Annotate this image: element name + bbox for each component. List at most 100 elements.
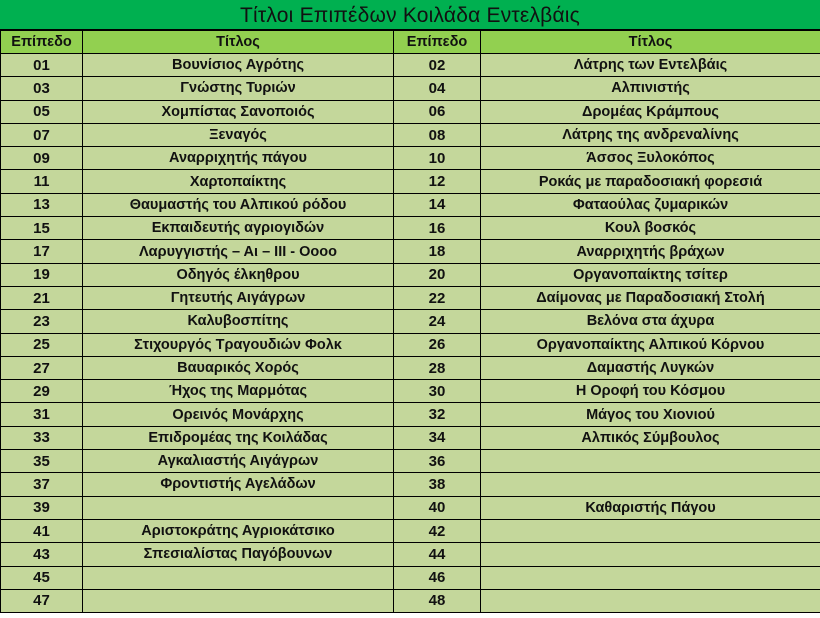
title-cell[interactable]: Επιδρομέας της Κοιλάδας [82, 425, 394, 451]
level-cell[interactable]: 47 [0, 588, 83, 614]
level-cell[interactable]: 14 [393, 192, 481, 218]
title-cell[interactable]: Οργανοπαίκτης Αλπικού Κόρνου [480, 332, 820, 357]
level-cell[interactable]: 41 [0, 518, 83, 544]
title-cell[interactable]: Χαρτοπαίκτης [82, 169, 394, 194]
level-cell[interactable]: 19 [0, 262, 83, 287]
title-cell[interactable]: Ροκάς με παραδοσιακή φορεσιά [480, 169, 820, 194]
title-cell[interactable]: Μάγος του Χιονιού [480, 402, 820, 427]
title-cell[interactable]: Δαμαστής Λυγκών [480, 355, 820, 381]
level-cell[interactable]: 40 [393, 495, 481, 520]
level-cell[interactable]: 07 [0, 122, 83, 148]
level-cell[interactable]: 30 [393, 379, 481, 404]
title-cell[interactable]: Φροντιστής Αγελάδων [82, 472, 394, 497]
level-cell[interactable]: 10 [393, 146, 481, 171]
level-cell[interactable]: 29 [0, 379, 83, 404]
level-cell[interactable]: 13 [0, 192, 83, 218]
level-cell[interactable]: 02 [393, 52, 481, 78]
title-cell[interactable]: Θαυμαστής του Αλπικού ρόδου [82, 192, 394, 218]
title-cell[interactable]: Χομπίστας Σανοποιός [82, 99, 394, 124]
title-cell[interactable] [480, 588, 820, 614]
title-cell[interactable]: Αναρριχητής πάγου [82, 146, 394, 171]
title-cell[interactable]: Φαταούλας ζυμαρικών [480, 192, 820, 218]
level-cell[interactable]: 04 [393, 76, 481, 101]
title-cell[interactable] [480, 565, 820, 590]
header-level-left[interactable]: Επίπεδο [0, 30, 83, 54]
level-cell[interactable]: 28 [393, 355, 481, 381]
level-cell[interactable]: 18 [393, 239, 481, 264]
title-cell[interactable]: Αριστοκράτης Αγριοκάτσικο [82, 518, 394, 544]
level-cell[interactable]: 01 [0, 52, 83, 78]
title-cell[interactable]: Καθαριστής Πάγου [480, 495, 820, 520]
title-cell[interactable]: Αλπικός Σύμβουλος [480, 425, 820, 451]
level-cell[interactable]: 16 [393, 216, 481, 241]
title-cell[interactable]: Ξεναγός [82, 122, 394, 148]
level-cell[interactable]: 17 [0, 239, 83, 264]
header-title-right[interactable]: Τίτλος [480, 30, 820, 54]
title-cell[interactable] [82, 588, 394, 614]
title-cell[interactable]: Λαρυγγιστής – Αι – ΙΙΙ - Οοοο [82, 239, 394, 264]
title-cell[interactable] [82, 565, 394, 590]
level-cell[interactable]: 15 [0, 216, 83, 241]
level-cell[interactable]: 37 [0, 472, 83, 497]
level-cell[interactable]: 03 [0, 76, 83, 101]
title-cell[interactable]: Δρομέας Κράμπους [480, 99, 820, 124]
level-cell[interactable]: 26 [393, 332, 481, 357]
title-cell[interactable] [480, 518, 820, 544]
title-cell[interactable] [480, 472, 820, 497]
header-title-left[interactable]: Τίτλος [82, 30, 394, 54]
level-cell[interactable]: 22 [393, 285, 481, 311]
level-cell[interactable]: 34 [393, 425, 481, 451]
level-cell[interactable]: 45 [0, 565, 83, 590]
header-level-right[interactable]: Επίπεδο [393, 30, 481, 54]
title-cell[interactable]: Αναρριχητής βράχων [480, 239, 820, 264]
level-cell[interactable]: 12 [393, 169, 481, 194]
title-cell[interactable]: Οργανοπαίκτης τσίτερ [480, 262, 820, 287]
title-cell[interactable]: Βουνίσιος Αγρότης [82, 52, 394, 78]
level-cell[interactable]: 06 [393, 99, 481, 124]
title-cell[interactable]: Οδηγός έλκηθρου [82, 262, 394, 287]
level-cell[interactable]: 33 [0, 425, 83, 451]
level-cell[interactable]: 46 [393, 565, 481, 590]
title-cell[interactable]: Αγκαλιαστής Αιγάγρων [82, 449, 394, 474]
title-cell[interactable]: Λάτρης των Εντελβάις [480, 52, 820, 78]
title-cell[interactable]: Βαυαρικός Χορός [82, 355, 394, 381]
title-cell[interactable]: Εκπαιδευτής αγριογιδών [82, 216, 394, 241]
level-cell[interactable]: 25 [0, 332, 83, 357]
level-cell[interactable]: 23 [0, 309, 83, 334]
title-cell[interactable]: Ήχος της Μαρμότας [82, 379, 394, 404]
title-cell[interactable]: Γητευτής Αιγάγρων [82, 285, 394, 311]
level-cell[interactable]: 09 [0, 146, 83, 171]
level-cell[interactable]: 38 [393, 472, 481, 497]
level-cell[interactable]: 11 [0, 169, 83, 194]
level-cell[interactable]: 36 [393, 449, 481, 474]
level-cell[interactable]: 20 [393, 262, 481, 287]
level-cell[interactable]: 27 [0, 355, 83, 381]
title-cell[interactable]: Σπεσιαλίστας Παγόβουνων [82, 542, 394, 567]
title-cell[interactable]: Η Οροφή του Κόσμου [480, 379, 820, 404]
level-cell[interactable]: 08 [393, 122, 481, 148]
level-cell[interactable]: 24 [393, 309, 481, 334]
title-cell[interactable]: Καλυβοσπίτης [82, 309, 394, 334]
title-cell[interactable]: Βελόνα στα άχυρα [480, 309, 820, 334]
level-cell[interactable]: 31 [0, 402, 83, 427]
title-cell[interactable]: Άσσος Ξυλοκόπος [480, 146, 820, 171]
title-cell[interactable]: Αλπινιστής [480, 76, 820, 101]
title-cell[interactable]: Δαίμονας με Παραδοσιακή Στολή [480, 285, 820, 311]
title-cell[interactable] [480, 542, 820, 567]
level-cell[interactable]: 42 [393, 518, 481, 544]
title-cell[interactable] [82, 495, 394, 520]
title-cell[interactable]: Ορεινός Μονάρχης [82, 402, 394, 427]
title-cell[interactable]: Στιχουργός Τραγουδιών Φολκ [82, 332, 394, 357]
level-cell[interactable]: 44 [393, 542, 481, 567]
title-cell[interactable]: Γνώστης Τυριών [82, 76, 394, 101]
title-cell[interactable] [480, 449, 820, 474]
level-cell[interactable]: 32 [393, 402, 481, 427]
level-cell[interactable]: 48 [393, 588, 481, 614]
level-cell[interactable]: 21 [0, 285, 83, 311]
level-cell[interactable]: 35 [0, 449, 83, 474]
level-cell[interactable]: 39 [0, 495, 83, 520]
title-cell[interactable]: Λάτρης της ανδρεναλίνης [480, 122, 820, 148]
level-cell[interactable]: 43 [0, 542, 83, 567]
level-cell[interactable]: 05 [0, 99, 83, 124]
title-cell[interactable]: Κουλ βοσκός [480, 216, 820, 241]
